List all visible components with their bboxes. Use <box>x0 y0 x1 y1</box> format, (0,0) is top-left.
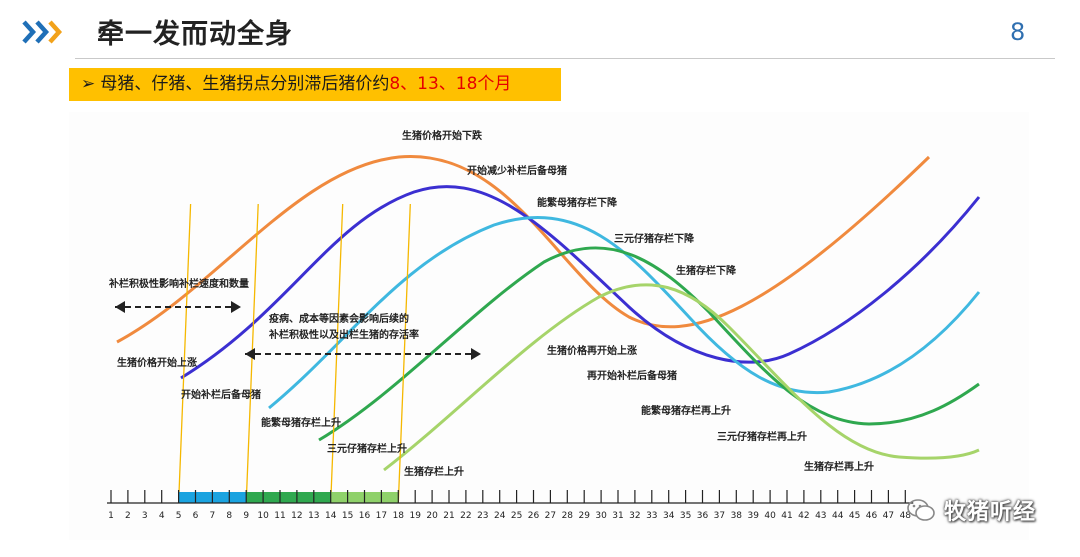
label-price-rise-again: 生猪价格再开始上涨 <box>547 344 637 357</box>
header-divider <box>75 58 1055 59</box>
timeline-month-label: 28 <box>562 511 574 521</box>
subtitle-banner: ➢ 母猪、仔猪、生猪拐点分别滞后猪价约8、13、18个月 <box>69 68 561 101</box>
timeline-month-label: 30 <box>595 511 607 521</box>
label-price-start-fall: 生猪价格开始下跌 <box>402 129 483 142</box>
timeline-month-label: 37 <box>714 511 725 521</box>
cycle-diagram: 生猪价格开始下跌 开始减少补栏后备母猪 能繁母猪存栏下降 三元仔猪存栏下降 生猪… <box>69 112 1029 540</box>
subtitle-text: 母猪、仔猪、生猪拐点分别滞后猪价约 <box>100 74 390 94</box>
timeline-month-label: 39 <box>747 511 759 521</box>
timeline-month-label: 36 <box>697 511 709 521</box>
timeline-month-label: 43 <box>815 511 826 521</box>
label-sow-rise-again: 能繁母猪存栏再上升 <box>641 404 731 417</box>
hog-price-curve <box>116 155 931 344</box>
timeline-month-label: 42 <box>798 511 809 521</box>
label-disease-note-1: 疫病、成本等因素会影响后续的 <box>269 312 409 325</box>
timeline-month-label: 6 <box>193 511 199 521</box>
label-piglet-rise-again: 三元仔猪存栏再上升 <box>717 430 807 443</box>
label-sow-inventory-fall: 能繁母猪存栏下降 <box>537 196 618 209</box>
restock-arrow <box>115 301 241 313</box>
timeline-month-label: 34 <box>663 511 675 521</box>
timeline-month-label: 22 <box>460 511 471 521</box>
wechat-icon <box>907 499 935 521</box>
timeline-month-label: 32 <box>629 511 640 521</box>
month-marker-line <box>177 203 192 504</box>
timeline-month-label: 7 <box>210 511 216 521</box>
timeline-month-label: 24 <box>494 511 506 521</box>
timeline-month-label: 23 <box>477 511 488 521</box>
timeline-month-label: 44 <box>832 511 844 521</box>
label-hog-inventory-rise: 生猪存栏上升 <box>404 465 464 478</box>
timeline-month-label: 2 <box>125 511 131 521</box>
timeline-month-label: 35 <box>680 511 691 521</box>
timeline-month-label: 45 <box>849 511 860 521</box>
timeline-month-label: 27 <box>545 511 556 521</box>
timeline-month-label: 33 <box>646 511 657 521</box>
label-disease-note-2: 补栏积极性以及出栏生猪的存活率 <box>268 328 419 341</box>
timeline-month-label: 41 <box>781 511 792 521</box>
timeline-month-label: 9 <box>243 511 249 521</box>
timeline-month-label: 5 <box>176 511 182 521</box>
timeline-month-label: 40 <box>764 511 776 521</box>
piglet-curve <box>318 246 980 442</box>
watermark-text: 牧猪听经 <box>944 500 1037 525</box>
label-sow-inventory-rise: 能繁母猪存栏上升 <box>261 416 341 429</box>
subtitle-bullet: ➢ <box>81 74 96 94</box>
timeline-month-label: 46 <box>866 511 878 521</box>
page-number: 8 <box>1010 18 1026 46</box>
timeline-month-label: 10 <box>257 511 269 521</box>
timeline-month-label: 4 <box>159 511 165 521</box>
timeline-month-label: 38 <box>731 511 743 521</box>
month-timeline: 1 2 3 4 5 6 7 8 9 10 11 12 13 14 15 16 17 18 19 20 21 22 23 24 2… <box>107 490 914 521</box>
timeline-month-label: 3 <box>142 511 148 521</box>
label-replacement-again: 再开始补栏后备母猪 <box>587 369 677 382</box>
label-price-start-rise: 生猪价格开始上涨 <box>117 356 197 369</box>
timeline-month-label: 17 <box>376 511 387 521</box>
timeline-month-label: 20 <box>426 511 438 521</box>
timeline-month-label: 29 <box>578 511 590 521</box>
label-piglet-inventory-fall: 三元仔猪存栏下降 <box>614 232 695 245</box>
timeline-month-label: 19 <box>409 511 421 521</box>
subtitle-highlight: 8、13、18个月 <box>389 74 512 94</box>
timeline-segment-2 <box>246 492 331 503</box>
label-restock-note: 补栏积极性影响补栏速度和数量 <box>108 277 249 290</box>
label-piglet-inventory-rise: 三元仔猪存栏上升 <box>327 442 407 455</box>
page-title: 牵一发而动全身 <box>97 19 293 50</box>
label-hog-rise-again: 生猪存栏再上升 <box>804 460 874 473</box>
timeline-month-label: 14 <box>325 511 337 521</box>
label-reduce-replacement: 开始减少补栏后备母猪 <box>467 164 567 177</box>
timeline-month-label: 48 <box>900 511 912 521</box>
timeline-month-label: 47 <box>883 511 894 521</box>
disease-arrow <box>245 348 481 360</box>
month-marker-line <box>397 203 411 504</box>
timeline-month-label: 16 <box>359 511 371 521</box>
label-start-replacement: 开始补栏后备母猪 <box>181 388 261 401</box>
timeline-month-label: 12 <box>291 511 302 521</box>
chevron-logo-icon <box>22 20 63 44</box>
timeline-month-label: 18 <box>393 511 405 521</box>
timeline-month-label: 25 <box>511 511 522 521</box>
breeding-sow-curve <box>268 216 981 410</box>
timeline-month-label: 11 <box>274 511 285 521</box>
timeline-month-label: 26 <box>528 511 540 521</box>
watermark: 牧猪听经 <box>906 494 1036 526</box>
timeline-month-label: 1 <box>108 511 114 521</box>
market-hog-curve <box>383 283 980 472</box>
timeline-month-label: 15 <box>342 511 353 521</box>
replacement-gilt-curve <box>180 185 981 380</box>
timeline-month-label: 8 <box>226 511 232 521</box>
label-hog-inventory-fall: 生猪存栏下降 <box>676 264 737 277</box>
timeline-month-label: 31 <box>612 511 623 521</box>
timeline-month-label: 21 <box>443 511 454 521</box>
timeline-month-label: 13 <box>308 511 319 521</box>
